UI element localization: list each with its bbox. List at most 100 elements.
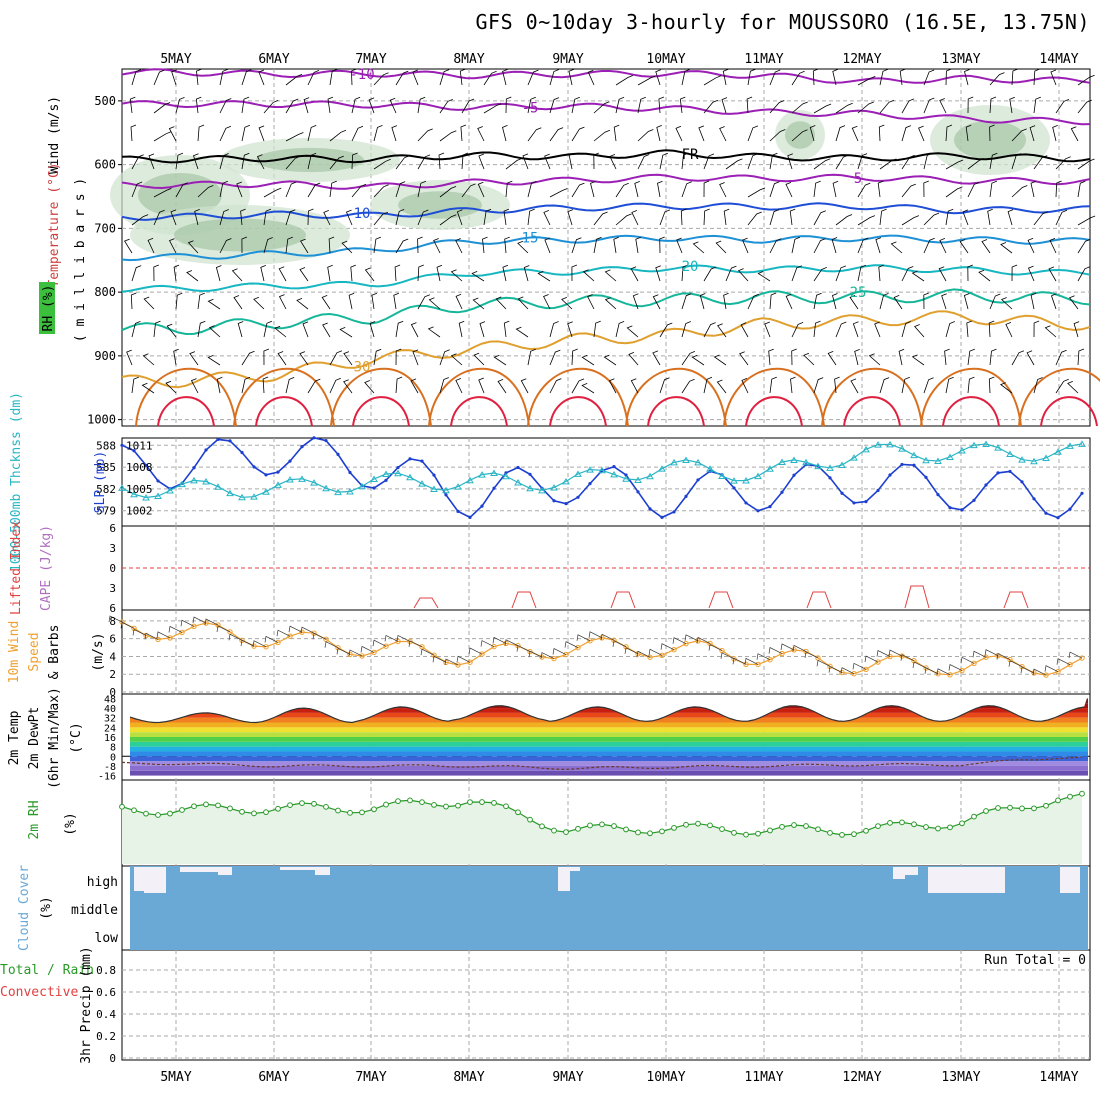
date-label-top: 11MAY [744, 52, 783, 67]
wind-barb-10m [540, 652, 555, 659]
wind-speed-point [743, 661, 749, 667]
slp-point [432, 473, 436, 477]
wind-barb [438, 152, 445, 170]
wind-barb [197, 185, 214, 198]
upper-ytick-label: 800 [94, 285, 116, 299]
wind-barb [918, 125, 925, 142]
wind-barb [520, 378, 529, 394]
slp-point [240, 450, 244, 455]
slp-point [924, 475, 928, 479]
wind-barb-10m [1020, 666, 1035, 674]
wind-barb [168, 126, 177, 142]
wind-barb [791, 101, 808, 114]
rh-point [947, 824, 953, 831]
wind-barb [719, 182, 727, 198]
axis-label-wind10: 10m Wind [7, 621, 22, 684]
wind-barb [785, 293, 793, 310]
wind-barb-10m [144, 632, 159, 640]
slp-point [144, 463, 148, 467]
wind-barb [923, 292, 929, 310]
wind-barb [890, 241, 903, 254]
wind-speed-point [563, 651, 569, 658]
wind-speed-point [923, 665, 929, 671]
lifted-index-line [610, 591, 636, 609]
wind-barb [878, 264, 884, 282]
wind-barb [604, 297, 617, 310]
wind-barb [219, 209, 229, 226]
wind-barb [285, 209, 296, 226]
wind-speed-point [515, 643, 521, 649]
wind-barb [1011, 350, 1025, 366]
wind-barb [395, 348, 402, 366]
wind-barb [911, 270, 925, 282]
wind-barb [681, 378, 695, 394]
wind-barb [527, 208, 535, 226]
wind-barb [989, 348, 997, 366]
wind-barb-10m [480, 640, 495, 647]
wind-speed-point [683, 640, 689, 647]
wind-speed-point [971, 660, 977, 667]
wind-barb [742, 237, 749, 254]
wind-barb [923, 212, 940, 226]
wind-barb [630, 378, 639, 394]
thickness-point [226, 489, 234, 497]
wind-barb-10m [732, 657, 747, 665]
slp-point [252, 465, 256, 469]
rh-point [407, 797, 413, 804]
wind-barb-10m [996, 653, 1011, 660]
rh-point [671, 824, 677, 831]
wind-barb [1011, 128, 1027, 142]
wind-barb [394, 264, 401, 282]
wind-barb-10m [132, 628, 147, 636]
wind-barb [1000, 242, 1013, 254]
wind-barb [373, 125, 383, 142]
wind-barb [549, 378, 562, 394]
wind-barb [769, 292, 777, 310]
date-label-bottom: 13MAY [941, 1070, 980, 1085]
wind-barb [502, 264, 509, 282]
slp-point [984, 483, 988, 487]
rh-point [479, 799, 485, 805]
wind-barb-10m [864, 655, 879, 663]
wind-barb [329, 180, 337, 198]
wind-barb [231, 268, 243, 282]
wind-barb [791, 265, 802, 282]
contour-line [121, 264, 1091, 293]
date-label-bottom: 11MAY [744, 1070, 783, 1085]
upper-ytick-label: 700 [94, 221, 116, 235]
wind-barb [769, 152, 778, 170]
wind-barb [285, 132, 304, 142]
rh-point [179, 807, 185, 813]
wind-barb [175, 97, 185, 114]
wind-barb [417, 154, 431, 170]
cloud-level-label: low [95, 931, 119, 946]
wind-barb [809, 125, 816, 142]
thickness-point [874, 441, 882, 448]
rh-point [575, 825, 581, 832]
date-label-bottom: 7MAY [355, 1070, 386, 1085]
slp-point [456, 509, 460, 514]
wind-barb [329, 377, 341, 394]
slp-point [396, 465, 400, 470]
wind-barb [439, 130, 457, 142]
wind-barb [348, 292, 355, 310]
wind-barb [769, 100, 785, 114]
wind-barb-10m [576, 634, 591, 642]
wind-barb-10m [624, 647, 639, 655]
li-tick-label: 6 [109, 522, 116, 535]
wind-barb [503, 208, 510, 226]
wind-barb-10m [492, 636, 507, 644]
wind-barb-10m [120, 621, 135, 629]
slp-point [336, 452, 340, 456]
wind-barb [285, 74, 303, 86]
wind-barb [590, 181, 596, 198]
wind-barb [439, 186, 457, 198]
wind-barb [832, 293, 838, 310]
wind-barb [1055, 99, 1070, 114]
wind-speed-point [1055, 668, 1061, 675]
thickness-point [490, 469, 498, 476]
contour-label: 20 [682, 259, 699, 275]
rh-point [143, 810, 149, 817]
axis-label-wind: Wind (m/s) [47, 96, 62, 174]
wind-barb-10m [372, 639, 387, 647]
